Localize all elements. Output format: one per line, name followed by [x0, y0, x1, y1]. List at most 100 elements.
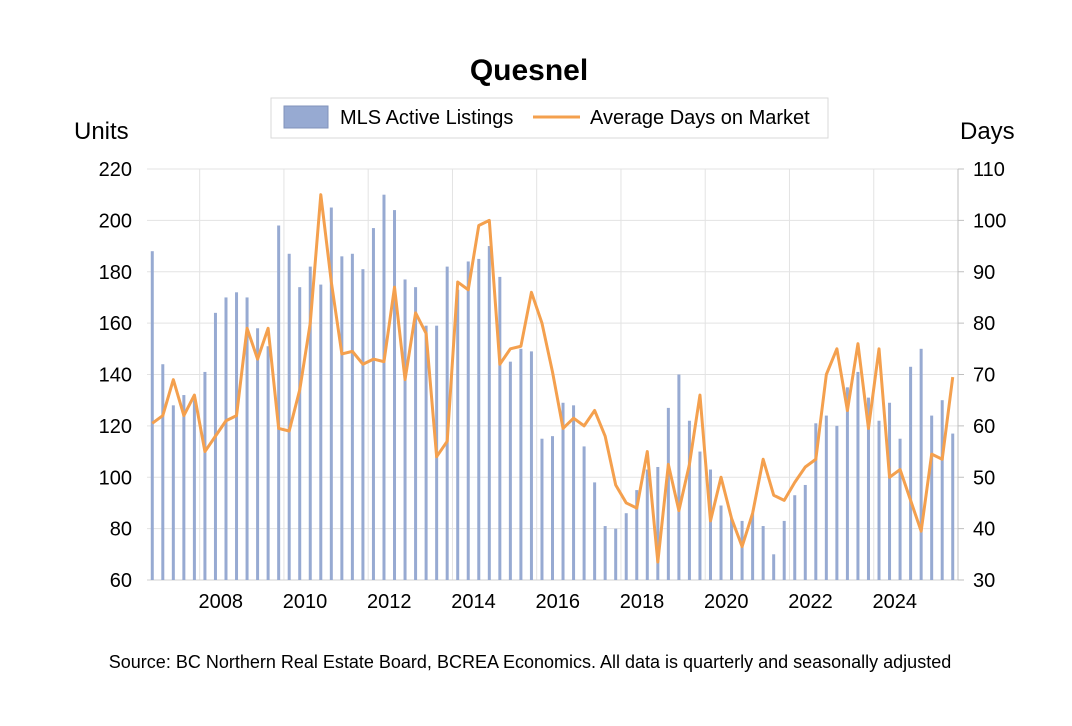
bar-6: [213, 312, 217, 580]
bar-1: [161, 364, 165, 580]
bar-21: [371, 228, 375, 580]
left-axis-label: Units: [74, 118, 129, 145]
bars-group: [150, 194, 955, 581]
bar-32: [487, 246, 491, 580]
right-tick-label-0: 30: [973, 570, 995, 592]
x-tick-label-7: 2022: [788, 591, 833, 613]
legend-swatch-bars: [283, 105, 329, 129]
x-tick-labels: 2008 2010 2012 2014 2016 2018 2020 2022 2024: [198, 591, 917, 613]
x-tick-label-1: 2010: [283, 591, 328, 613]
bar-25: [414, 287, 418, 580]
bar-48: [656, 466, 660, 580]
left-tick-label-1: 80: [110, 519, 132, 541]
bar-42: [593, 482, 597, 580]
bar-58: [761, 526, 765, 580]
legend-label-line: Average Days on Market: [590, 107, 810, 129]
bar-0: [150, 251, 154, 580]
right-axis-label: Days: [960, 118, 1015, 145]
left-tick-label-7: 200: [99, 210, 132, 232]
source-note: Source: BC Northern Real Estate Board, B…: [109, 652, 951, 672]
bar-33: [498, 276, 502, 580]
bar-20: [361, 269, 365, 580]
bar-10: [256, 328, 260, 580]
bar-47: [645, 469, 649, 580]
bar-46: [635, 490, 639, 580]
bar-70: [888, 402, 892, 580]
right-tick-label-3: 60: [973, 416, 995, 438]
bar-39: [561, 402, 565, 580]
bar-18: [340, 256, 344, 580]
bar-51: [687, 420, 691, 580]
x-tick-label-8: 2024: [873, 591, 918, 613]
left-tick-label-4: 140: [99, 365, 132, 387]
bar-35: [519, 348, 523, 580]
bar-57: [751, 513, 755, 580]
bar-68: [866, 397, 870, 580]
line-group: [151, 193, 955, 564]
bar-16: [319, 284, 323, 580]
bar-17: [329, 207, 333, 580]
bar-9: [245, 297, 249, 580]
x-tick-label-5: 2018: [620, 591, 665, 613]
bar-13: [287, 253, 291, 580]
bar-15: [308, 266, 312, 580]
right-tick-label-1: 40: [973, 519, 995, 541]
bar-38: [551, 436, 554, 580]
bar-8: [235, 292, 239, 580]
bar-62: [803, 484, 807, 580]
right-tick-label-5: 80: [973, 313, 995, 335]
left-tick-labels: 60 80 100 120 140 160 180 200 220: [99, 159, 132, 592]
bar-55: [730, 518, 734, 580]
bar-34: [508, 361, 512, 580]
bar-29: [456, 289, 460, 580]
bar-23: [393, 210, 397, 580]
right-tick-label-6: 90: [973, 262, 995, 284]
chart-title: Quesnel: [470, 54, 588, 87]
bar-76: [951, 433, 955, 580]
bar-31: [477, 258, 481, 580]
bar-12: [277, 225, 281, 580]
left-tick-label-3: 120: [99, 416, 132, 438]
bar-43: [603, 526, 607, 580]
bar-3: [182, 395, 186, 580]
bar-41: [582, 446, 586, 580]
bar-67: [856, 371, 860, 580]
bar-72: [909, 366, 913, 580]
left-tick-label-5: 160: [99, 313, 132, 335]
bar-52: [698, 451, 702, 580]
bar-24: [403, 279, 407, 580]
bar-73: [919, 348, 923, 580]
bar-7: [224, 297, 228, 580]
left-tick-label-2: 100: [99, 467, 132, 489]
bar-4: [192, 400, 196, 580]
bar-36: [529, 351, 533, 580]
left-tick-label-6: 180: [99, 262, 132, 284]
bar-40: [572, 405, 576, 580]
legend: MLS Active Listings Average Days on Mark…: [270, 97, 829, 139]
bar-11: [266, 346, 270, 580]
left-tick-label-0: 60: [110, 570, 132, 592]
bar-75: [940, 400, 944, 580]
bar-69: [877, 420, 881, 580]
days-on-market-line: [151, 193, 955, 564]
x-tick-label-2: 2012: [367, 591, 412, 613]
bar-54: [719, 505, 723, 580]
bar-19: [350, 253, 354, 580]
x-tick-label-0: 2008: [198, 591, 243, 613]
right-tick-label-7: 100: [973, 210, 1006, 232]
bar-14: [298, 287, 302, 580]
bar-71: [898, 438, 902, 580]
bar-56: [740, 520, 744, 580]
bar-49: [666, 407, 670, 580]
bar-5: [203, 371, 207, 580]
right-tick-label-4: 70: [973, 365, 995, 387]
bar-30: [466, 261, 470, 580]
bar-50: [677, 374, 681, 580]
bar-66: [845, 387, 849, 580]
bar-63: [814, 423, 818, 580]
bar-2: [171, 405, 175, 580]
bar-37: [540, 438, 544, 580]
bar-44: [614, 528, 618, 581]
right-tick-label-8: 110: [973, 159, 1005, 181]
bar-26: [424, 325, 428, 580]
